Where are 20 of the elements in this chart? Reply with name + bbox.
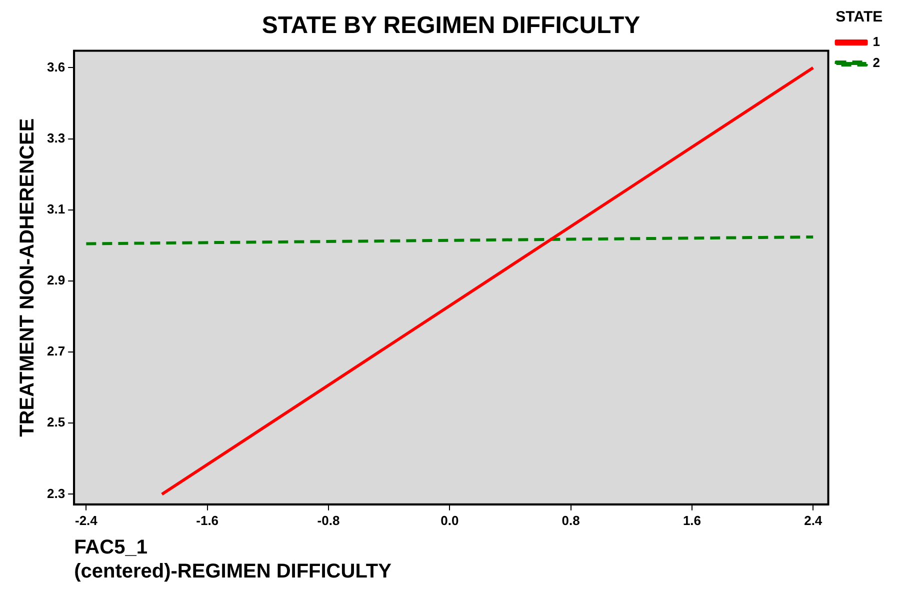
x-tick-label: 2.4 xyxy=(804,512,823,528)
y-tick-label: 3.1 xyxy=(46,201,66,216)
x-tick-label: -0.8 xyxy=(317,512,340,528)
legend-title: STATE xyxy=(836,8,883,26)
legend-label: 2 xyxy=(872,55,880,70)
x-tick-label: 1.6 xyxy=(682,512,702,528)
x-tick-label: 0.8 xyxy=(562,512,580,528)
y-tick-label: 2.5 xyxy=(46,414,66,430)
x-tick-label: 0.0 xyxy=(440,512,459,528)
y-tick-label: 3.6 xyxy=(46,59,66,74)
y-tick-label: 3.3 xyxy=(46,130,66,146)
x-tick-label: -2.4 xyxy=(74,512,98,528)
y-tick-label: 2.9 xyxy=(46,272,66,288)
x-axis-title: FAC5_1 (centered)-REGIMEN DIFFICULTY xyxy=(74,536,392,583)
legend-label: 1 xyxy=(872,34,880,50)
chart-title: STATE BY REGIMEN DIFFICULTY xyxy=(262,12,640,40)
y-tick-label: 2.7 xyxy=(46,344,66,359)
y-tick-label: 2.3 xyxy=(46,486,66,501)
y-axis-title: TREATMENT NON-ADHERENCEE xyxy=(16,118,39,437)
x-tick-label: -1.6 xyxy=(196,512,219,528)
